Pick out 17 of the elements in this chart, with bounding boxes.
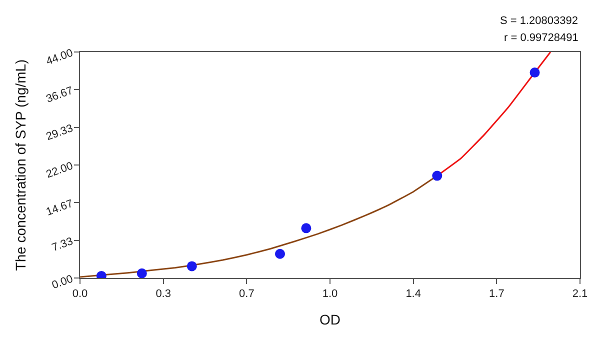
x-tick-label: 0.0 xyxy=(72,288,88,300)
y-axis-title: The concentration of SYP (ng/mL) xyxy=(12,59,28,271)
x-tick-label: 0.7 xyxy=(239,288,254,300)
x-tick-label: 1.4 xyxy=(406,288,421,300)
y-tick-label: 14.67 xyxy=(44,198,75,218)
y-tick-label: 29.33 xyxy=(44,122,75,144)
text: S = 1.20803392 xyxy=(500,15,578,27)
y-tick-label: 7.33 xyxy=(50,235,75,254)
y-tick-label: 44.00 xyxy=(44,47,75,68)
x-tick-label: 1.7 xyxy=(489,288,504,300)
x-axis-title: OD xyxy=(320,312,340,328)
x-tick-label: 0.3 xyxy=(156,288,171,300)
x-tick-label: 1.0 xyxy=(322,288,338,300)
x-tick-label: 2.1 xyxy=(572,288,588,300)
y-tick-label: 22.00 xyxy=(44,160,75,181)
text: r = 0.99728491 xyxy=(504,32,578,44)
y-tick-label: 36.67 xyxy=(44,84,75,106)
